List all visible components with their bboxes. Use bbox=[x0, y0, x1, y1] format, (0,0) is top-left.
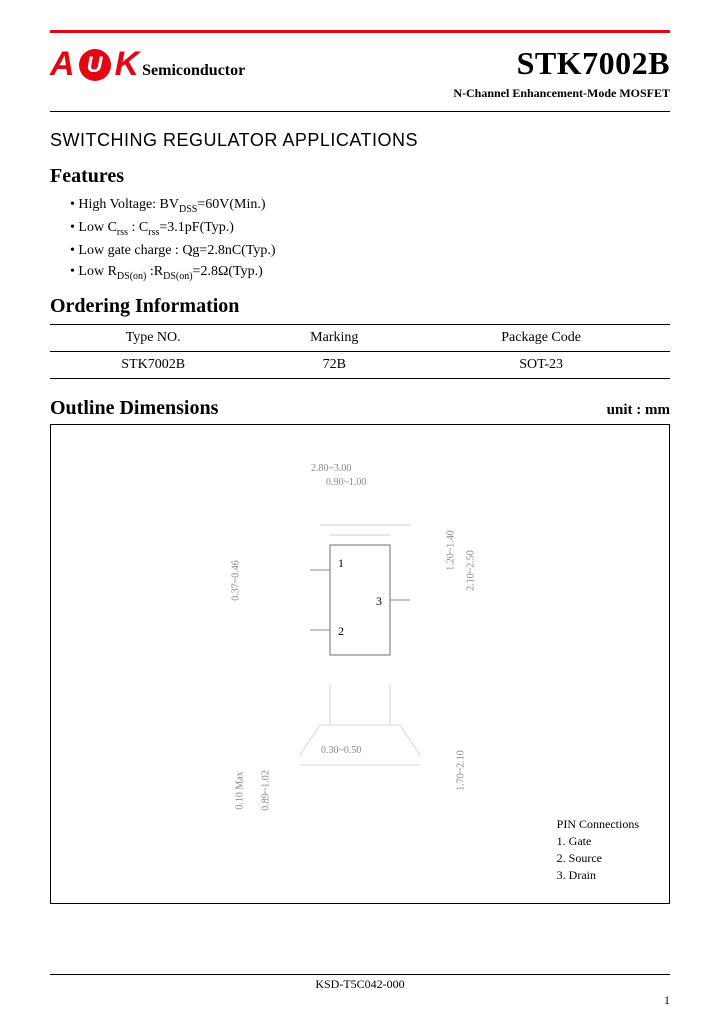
feature-item: Low gate charge : Qg=2.8nC(Typ.) bbox=[70, 240, 670, 261]
cell-package: SOT-23 bbox=[412, 352, 670, 379]
cell-marking: 72B bbox=[256, 352, 412, 379]
dim-top2: 0.90~1.00 bbox=[326, 477, 366, 488]
col-type: Type NO. bbox=[50, 325, 256, 352]
top-rule bbox=[50, 30, 670, 33]
features-title: Features bbox=[50, 165, 670, 188]
unit-label: unit : mm bbox=[607, 402, 670, 419]
outline-box: 1 2 3 2.80~3.00 0.90~1.00 0.37~0.46 1.20… bbox=[50, 424, 670, 904]
feature-item: High Voltage: BVDSS=60V(Min.) bbox=[70, 194, 670, 217]
dim-bl1: 0.10 Max bbox=[235, 772, 246, 810]
title-block: STK7002B N-Channel Enhancement-Mode MOSF… bbox=[453, 45, 670, 101]
svg-text:3: 3 bbox=[376, 594, 382, 608]
svg-text:1: 1 bbox=[338, 556, 344, 570]
pin-3: 3. Drain bbox=[557, 867, 639, 884]
feature-item: Low Crss : Crss=3.1pF(Typ.) bbox=[70, 217, 670, 240]
dim-top1: 2.80~3.00 bbox=[311, 463, 351, 474]
dim-left: 0.37~0.46 bbox=[231, 561, 242, 601]
outline-title: Outline Dimensions bbox=[50, 397, 218, 420]
pin-1: 1. Gate bbox=[557, 833, 639, 850]
logo-k: K bbox=[115, 45, 140, 84]
applications-title: SWITCHING REGULATOR APPLICATIONS bbox=[50, 130, 670, 151]
logo-a: A bbox=[50, 45, 75, 84]
table-row: STK7002B 72B SOT-23 bbox=[50, 352, 670, 379]
outline-header: Outline Dimensions unit : mm bbox=[50, 397, 670, 420]
pin-2: 2. Source bbox=[557, 850, 639, 867]
subtitle: N-Channel Enhancement-Mode MOSFET bbox=[453, 86, 670, 101]
footer: KSD-T5C042-000 1 bbox=[50, 974, 670, 992]
logo-semiconductor: Semiconductor bbox=[142, 62, 245, 80]
header: A U K Semiconductor STK7002B N-Channel E… bbox=[50, 45, 670, 112]
page-number: 1 bbox=[664, 993, 670, 1008]
col-marking: Marking bbox=[256, 325, 412, 352]
part-number: STK7002B bbox=[453, 45, 670, 82]
dim-bottom: 0.30~0.50 bbox=[321, 745, 361, 756]
pin-connections: PIN Connections 1. Gate 2. Source 3. Dra… bbox=[557, 816, 639, 883]
dim-bl2: 0.89~1.02 bbox=[261, 771, 272, 811]
dim-right: 1.20~1.40 bbox=[446, 531, 457, 571]
ordering-title: Ordering Information bbox=[50, 295, 670, 318]
table-header-row: Type NO. Marking Package Code bbox=[50, 325, 670, 352]
doc-id: KSD-T5C042-000 bbox=[315, 977, 404, 991]
svg-text:2: 2 bbox=[338, 624, 344, 638]
cell-type: STK7002B bbox=[50, 352, 256, 379]
ordering-table: Type NO. Marking Package Code STK7002B 7… bbox=[50, 324, 670, 379]
pin-connections-title: PIN Connections bbox=[557, 816, 639, 833]
logo-u-circle: U bbox=[79, 49, 111, 81]
dim-right2: 2.10~2.50 bbox=[466, 551, 477, 591]
feature-item: Low RDS(on) :RDS(on)=2.8Ω(Typ.) bbox=[70, 261, 670, 284]
col-package: Package Code bbox=[412, 325, 670, 352]
features-list: High Voltage: BVDSS=60V(Min.) Low Crss :… bbox=[70, 194, 670, 283]
logo: A U K Semiconductor bbox=[50, 45, 245, 84]
dim-br: 1.70~2.10 bbox=[456, 751, 467, 791]
